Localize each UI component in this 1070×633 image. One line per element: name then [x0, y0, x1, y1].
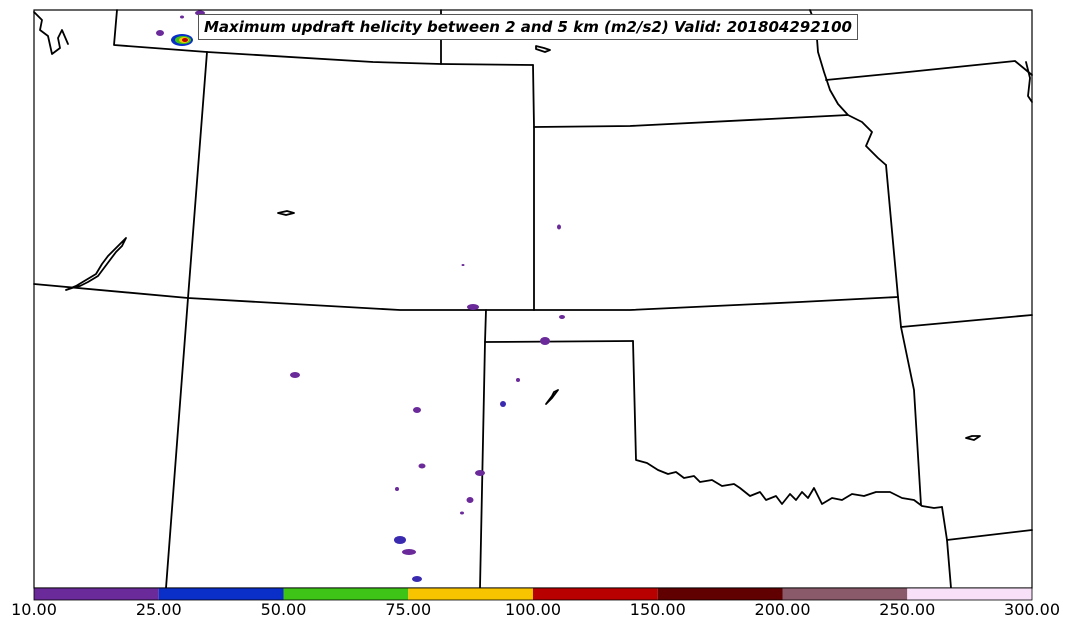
helicity-cell: [418, 463, 426, 469]
helicity-cell: [156, 30, 164, 36]
helicity-cell: [467, 304, 479, 310]
lake-sw-wyoming: [535, 45, 551, 53]
colorbar-tick-label: 100.00: [505, 600, 561, 619]
boundary-wyoming-utah-west: [187, 51, 208, 299]
helicity-cell: [412, 576, 422, 582]
colorbar-bin: [283, 588, 409, 600]
helicity-cell: [413, 407, 421, 413]
coast-great-salt-lake-nw: [33, 11, 69, 55]
colorbar: [33, 587, 1033, 601]
helicity-cell: [290, 372, 300, 378]
helicity-cell: [475, 470, 485, 476]
colorbar-bin: [533, 588, 658, 600]
boundary-colorado-east: [532, 64, 535, 311]
boundary-arkansas-missouri: [900, 314, 1033, 328]
colorbar-bin: [907, 588, 1032, 600]
colorbar-tick-label: 50.00: [260, 600, 307, 619]
helicity-contours: [156, 10, 565, 582]
boundary-red-river: [632, 340, 943, 509]
boundary-missouri-river: [809, 9, 887, 166]
colorbar-bin: [34, 588, 159, 600]
lake-utah: [65, 237, 127, 291]
colorbar-tick-label: 300.00: [1004, 600, 1060, 619]
boundary-mississippi-north: [1025, 61, 1033, 103]
colorbar-border: [33, 587, 1033, 601]
boundary-kansas-south: [533, 296, 899, 311]
state-boundaries: [33, 9, 1033, 589]
colorbar-bin: [158, 588, 284, 600]
helicity-cell: [180, 15, 184, 19]
helicity-cell: [182, 38, 188, 42]
reservoir-texas: [545, 389, 559, 405]
colorbar-bin: [657, 588, 783, 600]
boundary-arkansas-louisiana: [946, 529, 1033, 541]
reservoir-arkansas: [965, 435, 981, 441]
boundary-nebraska-south: [533, 114, 849, 128]
helicity-cell: [394, 536, 406, 544]
colorbar-tick-label: 10.00: [11, 600, 57, 619]
helicity-cell: [516, 378, 520, 382]
boundary-texas-panhandle-north: [484, 340, 634, 343]
helicity-cell: [460, 511, 464, 515]
helicity-cell: [540, 337, 550, 345]
boundary-iowa-north: [825, 60, 1033, 81]
boundary-texas-arkansas: [941, 506, 952, 589]
helicity-cell: [559, 315, 565, 319]
boundary-idaho-wyoming: [113, 9, 208, 53]
helicity-cell: [461, 264, 465, 266]
helicity-cell: [557, 224, 561, 230]
boundary-missouri-oklahoma: [897, 296, 922, 506]
helicity-cell: [395, 487, 399, 491]
colorbar-tick-label: 200.00: [754, 600, 811, 619]
map-title: Maximum updraft helicity between 2 and 5…: [198, 14, 858, 40]
colorbar-tick-label: 25.00: [135, 600, 182, 619]
reservoir-colorado: [277, 210, 295, 216]
boundary-utah-arizona: [33, 283, 535, 311]
colorbar-tick-label: 150.00: [629, 600, 686, 619]
boundary-kansas-east: [885, 164, 899, 298]
helicity-cell: [466, 497, 474, 503]
colorbar-tick-label: 250.00: [879, 600, 936, 619]
helicity-cell: [500, 401, 506, 407]
colorbar-bin: [782, 588, 908, 600]
colorbar-tick-label: 75.00: [385, 600, 432, 619]
boundary-wyoming-north: [206, 51, 534, 66]
helicity-cell: [402, 549, 416, 555]
colorbar-bin: [408, 588, 533, 600]
boundary-arizona-nm: [165, 297, 189, 589]
